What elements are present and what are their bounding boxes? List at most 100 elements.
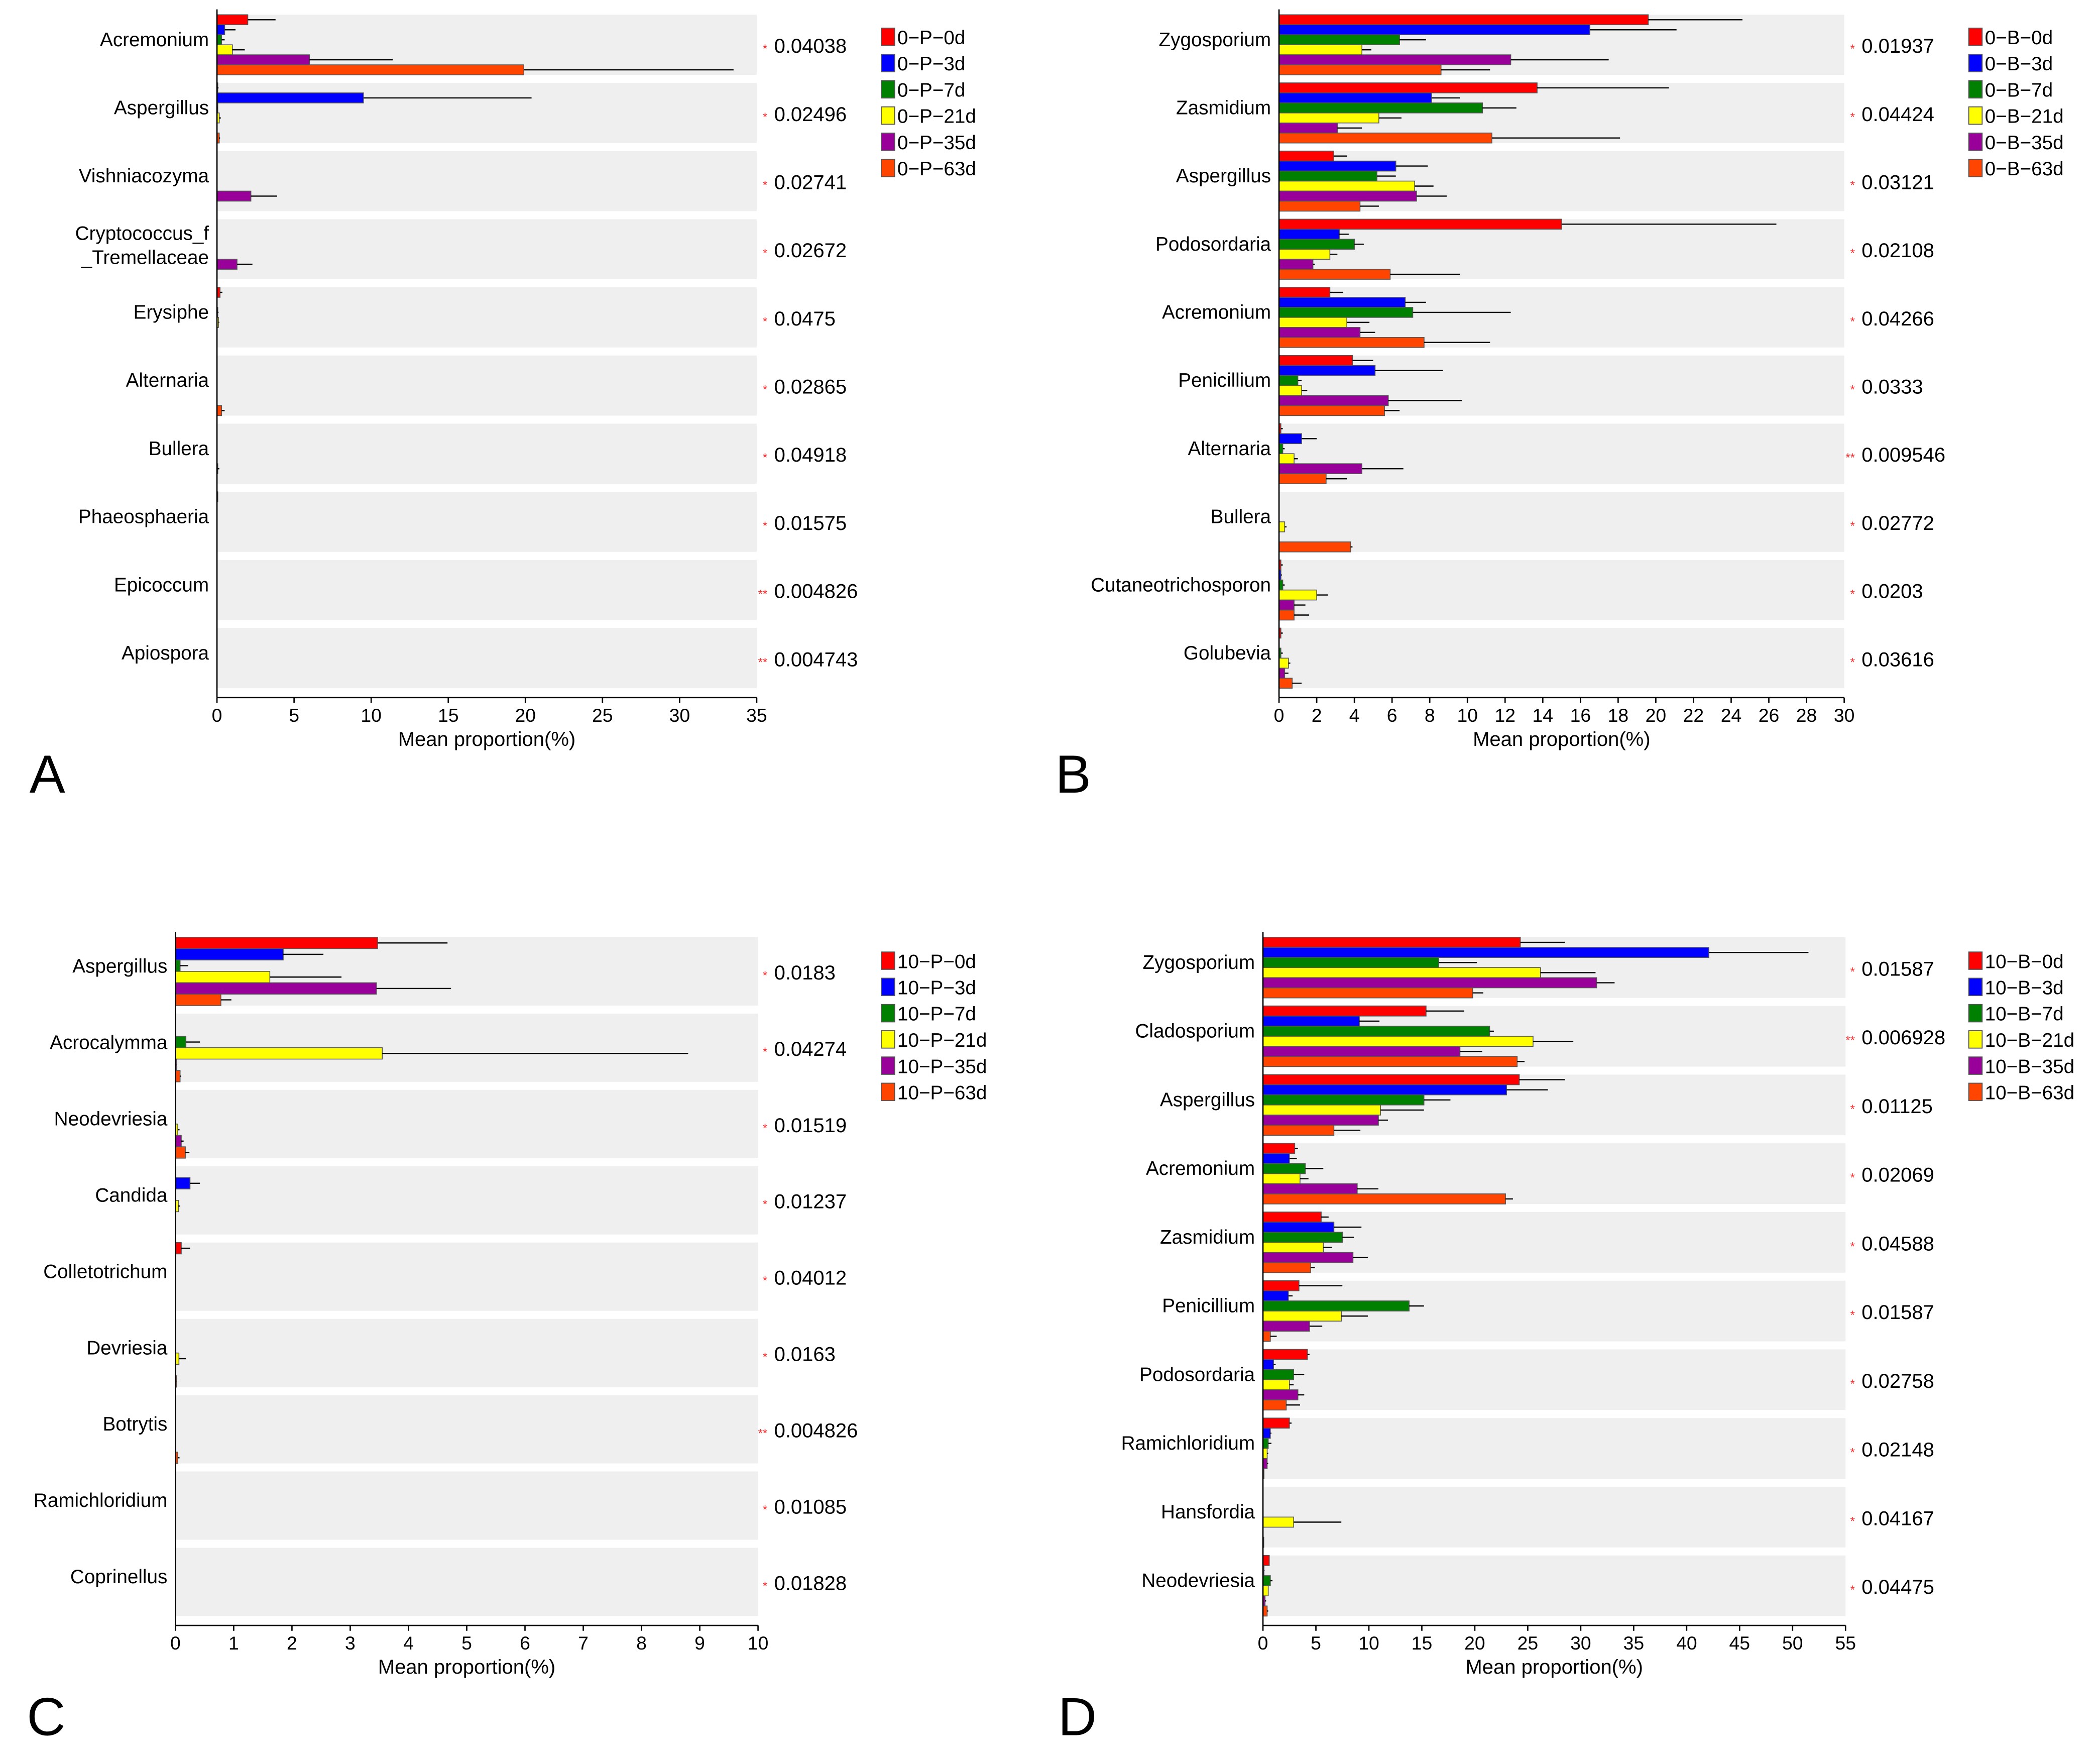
p-value: 0.04588: [1861, 1233, 1934, 1255]
bar: [1278, 132, 1492, 144]
bar: [1278, 657, 1289, 669]
bar: [216, 24, 225, 36]
bar: [1262, 1252, 1354, 1263]
significance-marker: *: [1850, 315, 1855, 328]
legend-swatch: [881, 80, 895, 99]
category-band: [175, 1548, 758, 1616]
legend-swatch: [1968, 951, 1983, 970]
legend-swatch: [1968, 80, 1983, 99]
category-band: [1279, 628, 1844, 689]
x-tick-label: 2: [287, 1632, 297, 1654]
category-label: Podosordaria: [1155, 234, 1271, 255]
legend-swatch: [1968, 1082, 1983, 1102]
bar: [1278, 355, 1353, 366]
x-tick-label: 10: [748, 1632, 769, 1654]
bar: [1262, 1280, 1300, 1291]
category-label: Penicillium: [1178, 370, 1271, 391]
legend-swatch: [881, 1030, 895, 1049]
legend-swatch: [1968, 1056, 1983, 1075]
p-value: 0.01085: [774, 1496, 847, 1518]
significance-marker: *: [763, 247, 767, 260]
p-value: 0.02069: [1861, 1164, 1934, 1186]
bar: [1278, 385, 1302, 396]
bar: [1262, 1026, 1490, 1037]
bar: [1278, 180, 1415, 192]
bar: [1278, 24, 1590, 36]
x-tick-label: 50: [1782, 1632, 1803, 1654]
category-label: Candida: [95, 1184, 168, 1206]
legend-swatch: [1968, 1004, 1983, 1023]
bar: [1278, 122, 1338, 134]
bar: [1278, 327, 1361, 338]
legend-label: 10−P−3d: [897, 977, 976, 999]
category-band: [175, 1395, 758, 1464]
category-band: [1263, 1486, 1846, 1548]
bar: [1262, 947, 1709, 958]
p-value: 0.03121: [1861, 172, 1934, 194]
p-value: 0.0203: [1861, 581, 1923, 603]
x-tick-label: 12: [1495, 705, 1516, 726]
category-band: [217, 492, 757, 552]
legend-label: 10−B−21d: [1985, 1030, 2074, 1051]
significance-marker: *: [1850, 655, 1855, 669]
p-value: 0.004826: [774, 581, 858, 603]
x-tick-label: 22: [1683, 705, 1704, 726]
significance-marker: *: [1850, 1240, 1855, 1253]
significance-marker: *: [1850, 1377, 1855, 1391]
bar: [1262, 1074, 1520, 1085]
p-value: 0.02772: [1861, 512, 1934, 534]
p-value: 0.004743: [774, 648, 858, 671]
bar: [1262, 1056, 1518, 1067]
legend-label: 0−B−21d: [1985, 106, 2064, 128]
significance-marker: *: [763, 111, 767, 124]
category-band: [1263, 1418, 1846, 1479]
significance-marker: **: [758, 655, 768, 669]
x-axis-title: Mean proportion(%): [1465, 1656, 1643, 1678]
x-tick-label: 25: [1518, 1632, 1539, 1654]
bar: [1278, 54, 1511, 65]
p-value: 0.004826: [774, 1420, 858, 1442]
x-tick-label: 0: [1258, 1632, 1268, 1654]
category-label: Cutaneotrichosporon: [1091, 574, 1271, 596]
bar: [1262, 967, 1541, 978]
bar: [175, 948, 284, 961]
bar: [1278, 453, 1295, 465]
significance-marker: **: [758, 1427, 768, 1441]
p-value: 0.01828: [774, 1572, 847, 1594]
x-tick-label: 10: [361, 705, 382, 726]
panel-letter: B: [1056, 744, 1091, 804]
significance-marker: *: [1850, 1308, 1855, 1322]
bar: [1262, 1516, 1295, 1528]
bar: [1262, 1399, 1287, 1410]
bar: [1278, 92, 1432, 103]
bar: [175, 1146, 186, 1159]
bar: [1262, 1222, 1335, 1233]
bar: [1262, 1084, 1507, 1095]
bar: [1278, 609, 1295, 621]
category-label: Devriesia: [86, 1337, 168, 1359]
bar: [216, 44, 233, 55]
x-tick-label: 24: [1721, 705, 1742, 726]
legend-swatch: [881, 1056, 895, 1075]
bar: [1262, 1193, 1506, 1204]
x-axis-title: Mean proportion(%): [378, 1656, 555, 1678]
x-tick-label: 20: [1464, 1632, 1485, 1654]
category-label: Ramichloridium: [1121, 1433, 1255, 1454]
p-value: 0.04274: [774, 1038, 847, 1060]
p-value: 0.04266: [1861, 308, 1934, 330]
category-band: [175, 1471, 758, 1540]
x-tick-label: 6: [1387, 705, 1397, 726]
x-tick-label: 30: [669, 705, 690, 726]
bar: [1262, 1143, 1296, 1154]
x-tick-label: 0: [1274, 705, 1285, 726]
bar: [1262, 1321, 1310, 1332]
p-value: 0.0333: [1861, 376, 1923, 398]
significance-marker: *: [1850, 247, 1855, 260]
bar: [1278, 249, 1331, 260]
legend: 0−B−0d 0−B−3d 0−B−7d 0−B−21d 0−B−35d 0−B−63d: [1968, 27, 2064, 180]
bar: [216, 190, 252, 202]
x-tick-label: 15: [1412, 1632, 1433, 1654]
x-axis-title: Mean proportion(%): [398, 728, 575, 750]
bar: [1262, 1094, 1425, 1106]
significance-marker: *: [763, 42, 767, 56]
